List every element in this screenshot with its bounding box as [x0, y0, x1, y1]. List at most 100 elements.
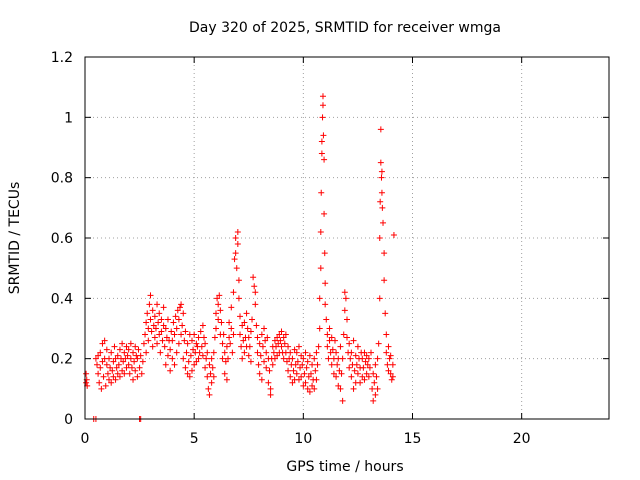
data-point	[304, 358, 311, 365]
data-point	[213, 310, 219, 317]
data-point	[258, 331, 265, 338]
data-point	[97, 349, 104, 356]
data-point	[214, 295, 221, 302]
data-point	[374, 355, 381, 362]
data-point	[267, 391, 274, 398]
data-point	[360, 364, 367, 371]
data-point	[347, 355, 354, 362]
data-point	[350, 385, 357, 392]
data-point	[156, 331, 163, 338]
y-tick-label: 0	[64, 412, 73, 428]
data-point	[143, 319, 150, 326]
data-point	[238, 343, 245, 350]
data-point	[334, 361, 341, 368]
data-point	[381, 250, 388, 257]
data-point	[142, 331, 149, 338]
data-point	[300, 355, 307, 362]
data-point	[222, 358, 229, 365]
x-axis-title: GPS time / hours	[286, 459, 403, 475]
data-point	[241, 349, 248, 356]
data-point	[378, 189, 385, 196]
data-point	[306, 388, 313, 395]
data-point	[205, 385, 212, 392]
data-point	[383, 331, 390, 338]
data-point	[196, 349, 203, 356]
data-point	[387, 370, 394, 377]
data-point	[176, 304, 183, 311]
data-point	[207, 370, 214, 377]
data-point	[252, 289, 259, 296]
data-point	[136, 364, 143, 371]
data-point	[292, 361, 299, 368]
data-point	[228, 304, 235, 311]
data-point	[247, 328, 254, 335]
data-point	[217, 307, 224, 314]
data-point	[239, 322, 246, 329]
data-point	[125, 361, 132, 368]
data-point	[83, 379, 90, 386]
data-point	[346, 340, 353, 347]
y-tick-labels: 0 0.2 0.4 0.6 0.8 1 1.2	[51, 50, 73, 428]
data-point	[380, 219, 387, 226]
data-point	[134, 355, 141, 362]
data-point	[200, 334, 207, 341]
data-point	[306, 352, 313, 359]
data-point	[377, 126, 384, 133]
data-point	[146, 301, 153, 308]
data-point	[267, 385, 274, 392]
data-point	[226, 319, 233, 326]
data-point	[387, 352, 394, 359]
data-point	[132, 367, 139, 374]
data-point	[263, 349, 270, 356]
data-point	[191, 331, 198, 338]
data-point	[203, 355, 210, 362]
data-point	[361, 349, 368, 356]
data-point	[231, 256, 238, 263]
data-point	[223, 376, 230, 383]
data-point	[232, 235, 239, 241]
data-point	[256, 340, 263, 347]
data-point	[287, 349, 294, 356]
data-point	[149, 307, 156, 314]
data-point	[108, 379, 115, 386]
data-point	[368, 349, 375, 356]
data-point	[249, 316, 256, 323]
data-point	[123, 364, 130, 371]
data-point	[123, 343, 130, 350]
data-point	[322, 301, 329, 308]
data-point	[232, 250, 239, 257]
data-point	[321, 250, 328, 257]
data-point	[326, 325, 333, 332]
data-point	[225, 355, 232, 362]
data-point	[276, 331, 283, 338]
data-point	[126, 370, 133, 377]
data-point	[139, 358, 146, 365]
data-point	[204, 373, 211, 380]
data-point	[384, 361, 391, 368]
data-point	[106, 376, 113, 383]
data-point	[230, 331, 237, 338]
data-point	[120, 358, 127, 365]
data-point	[300, 382, 307, 389]
data-point	[240, 337, 247, 344]
x-tick-label: 5	[190, 431, 199, 447]
data-point	[125, 346, 132, 353]
data-point	[321, 156, 328, 163]
data-point	[162, 325, 169, 332]
data-point	[157, 349, 164, 356]
data-point	[370, 370, 377, 377]
data-point	[302, 379, 309, 386]
data-point	[229, 349, 236, 356]
data-point	[327, 349, 334, 356]
data-point	[304, 385, 311, 392]
data-point	[190, 346, 197, 353]
x-tick-label: 0	[81, 431, 90, 447]
data-point	[280, 334, 287, 341]
data-point	[211, 334, 218, 341]
data-point	[230, 289, 237, 296]
data-point	[164, 316, 171, 323]
data-point	[378, 168, 385, 175]
data-point	[311, 355, 318, 362]
data-point	[295, 376, 302, 383]
data-point	[373, 373, 380, 380]
